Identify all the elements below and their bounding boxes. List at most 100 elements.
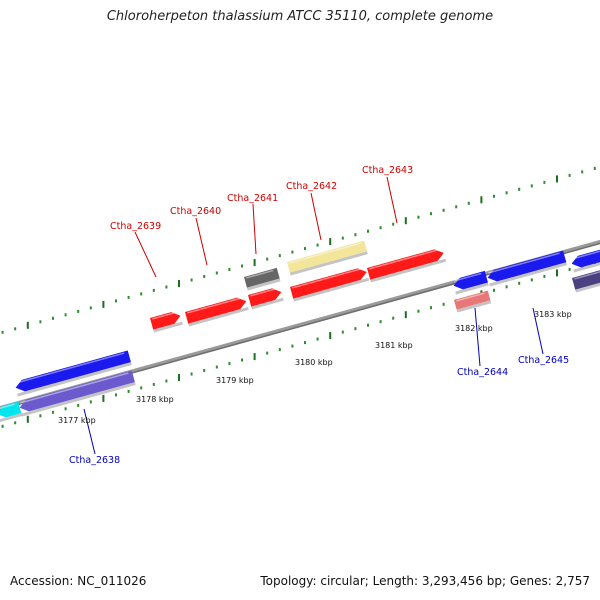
ruler-dot	[165, 379, 168, 383]
ruler-dot	[354, 233, 357, 237]
gene-feature[interactable]	[18, 370, 136, 417]
ruler-dot	[14, 327, 17, 331]
gene-feature[interactable]	[185, 295, 249, 327]
gene-highlight	[456, 292, 485, 302]
ruler-major-tick	[480, 196, 483, 204]
gene-features	[0, 240, 600, 423]
ruler-dot	[543, 274, 546, 278]
gene-shadow	[455, 282, 489, 295]
gene-feature[interactable]	[454, 290, 492, 313]
ruler-dot	[467, 201, 470, 205]
gene-feature[interactable]	[486, 250, 568, 287]
gene-body[interactable]	[18, 370, 135, 414]
ruler-major-tick	[178, 374, 180, 381]
ruler-dot	[190, 278, 193, 282]
gene-body[interactable]	[570, 247, 600, 269]
gene-highlight	[369, 248, 439, 270]
gene-highlight	[289, 242, 361, 264]
gene-shadow	[456, 300, 492, 313]
accession-text: Accession: NC_011026	[10, 574, 147, 588]
gene-feature[interactable]	[452, 270, 489, 295]
ruler-dot	[505, 285, 508, 289]
ruler-major-tick	[329, 332, 332, 340]
ruler-tick-label: 3177 kbp	[58, 416, 96, 425]
ruler-dot	[52, 410, 54, 414]
gene-feature[interactable]	[14, 350, 132, 397]
ruler-major-tick	[556, 175, 558, 183]
ruler-dot	[291, 344, 294, 348]
label-leader-line	[532, 307, 544, 355]
gene-label[interactable]: Ctha_2644	[457, 367, 508, 378]
gene-label[interactable]: Ctha_2641	[227, 193, 278, 204]
genome-summary-text: Topology: circular; Length: 3,293,456 bp…	[260, 574, 590, 588]
ruler-dot	[266, 351, 269, 355]
ruler-dot	[442, 208, 445, 212]
gene-label[interactable]: Ctha_2638	[69, 455, 120, 466]
gene-shadow	[0, 413, 23, 423]
gene-body[interactable]	[290, 266, 368, 299]
gene-body[interactable]	[486, 250, 567, 284]
gene-label[interactable]: Ctha_2642	[286, 181, 337, 192]
ruler-tick-label: 3178 kbp	[136, 395, 174, 404]
gene-body[interactable]	[185, 295, 248, 324]
gene-highlight	[0, 403, 15, 410]
ruler-dot	[127, 295, 130, 299]
gene-feature[interactable]	[367, 247, 447, 283]
gene-label[interactable]: Ctha_2643	[362, 165, 413, 176]
gene-body[interactable]	[454, 290, 491, 310]
ruler-dot	[203, 275, 206, 278]
ruler-dot	[77, 403, 80, 407]
gene-shadow	[289, 251, 368, 276]
gene-feature[interactable]	[572, 267, 600, 293]
ruler-dot	[64, 313, 67, 317]
label-leader-line	[83, 408, 96, 455]
ruler-dot	[392, 222, 395, 226]
ruler-dot	[266, 257, 269, 261]
gene-label[interactable]: Ctha_2645	[518, 355, 569, 366]
ruler-dot	[543, 180, 546, 184]
ruler-dot	[77, 309, 80, 313]
gene-feature[interactable]	[0, 401, 23, 423]
ruler-dot	[341, 330, 344, 334]
gene-highlight	[187, 297, 242, 314]
gene-body[interactable]	[572, 267, 600, 290]
ruler-major-tick	[26, 321, 29, 329]
label-leader-line	[474, 307, 481, 367]
ruler-major-tick	[329, 238, 332, 246]
gene-shadow	[251, 297, 284, 310]
ruler-dot	[215, 271, 218, 275]
gene-feature[interactable]	[290, 266, 370, 302]
ruler-dot	[505, 191, 508, 195]
gene-shadow	[489, 262, 568, 287]
ruler-dot	[190, 372, 193, 376]
ruler-dot	[354, 327, 357, 331]
ruler-tick-label: 3182 kbp	[455, 324, 493, 333]
ruler-dot	[316, 337, 319, 341]
gene-feature[interactable]	[287, 240, 368, 276]
ruler-dot	[291, 250, 294, 254]
gene-body[interactable]	[287, 240, 368, 273]
gene-body[interactable]	[452, 270, 488, 292]
gene-feature[interactable]	[150, 310, 183, 333]
ruler-dot	[341, 236, 344, 240]
gene-body[interactable]	[248, 286, 283, 307]
gene-highlight	[152, 311, 176, 320]
gene-label[interactable]: Ctha_2640	[170, 206, 221, 217]
ruler-dot	[493, 288, 495, 292]
gene-body[interactable]	[150, 310, 182, 330]
ruler-dot	[379, 320, 382, 324]
gene-feature[interactable]	[248, 286, 284, 310]
gene-label[interactable]: Ctha_2639	[110, 221, 161, 232]
ruler-major-tick	[404, 217, 407, 225]
ruler-dot	[127, 389, 130, 393]
gene-shadow	[370, 258, 447, 283]
ruler-tick-label: 3183 kbp	[534, 310, 572, 319]
ruler-dot	[442, 302, 445, 306]
gene-highlight	[454, 272, 482, 282]
gene-body[interactable]	[244, 267, 280, 288]
gene-body[interactable]	[0, 401, 22, 420]
ruler-tick-label: 3181 kbp	[375, 341, 413, 350]
gene-body[interactable]	[367, 247, 445, 280]
gene-body[interactable]	[14, 350, 131, 394]
gene-feature[interactable]	[244, 267, 281, 291]
